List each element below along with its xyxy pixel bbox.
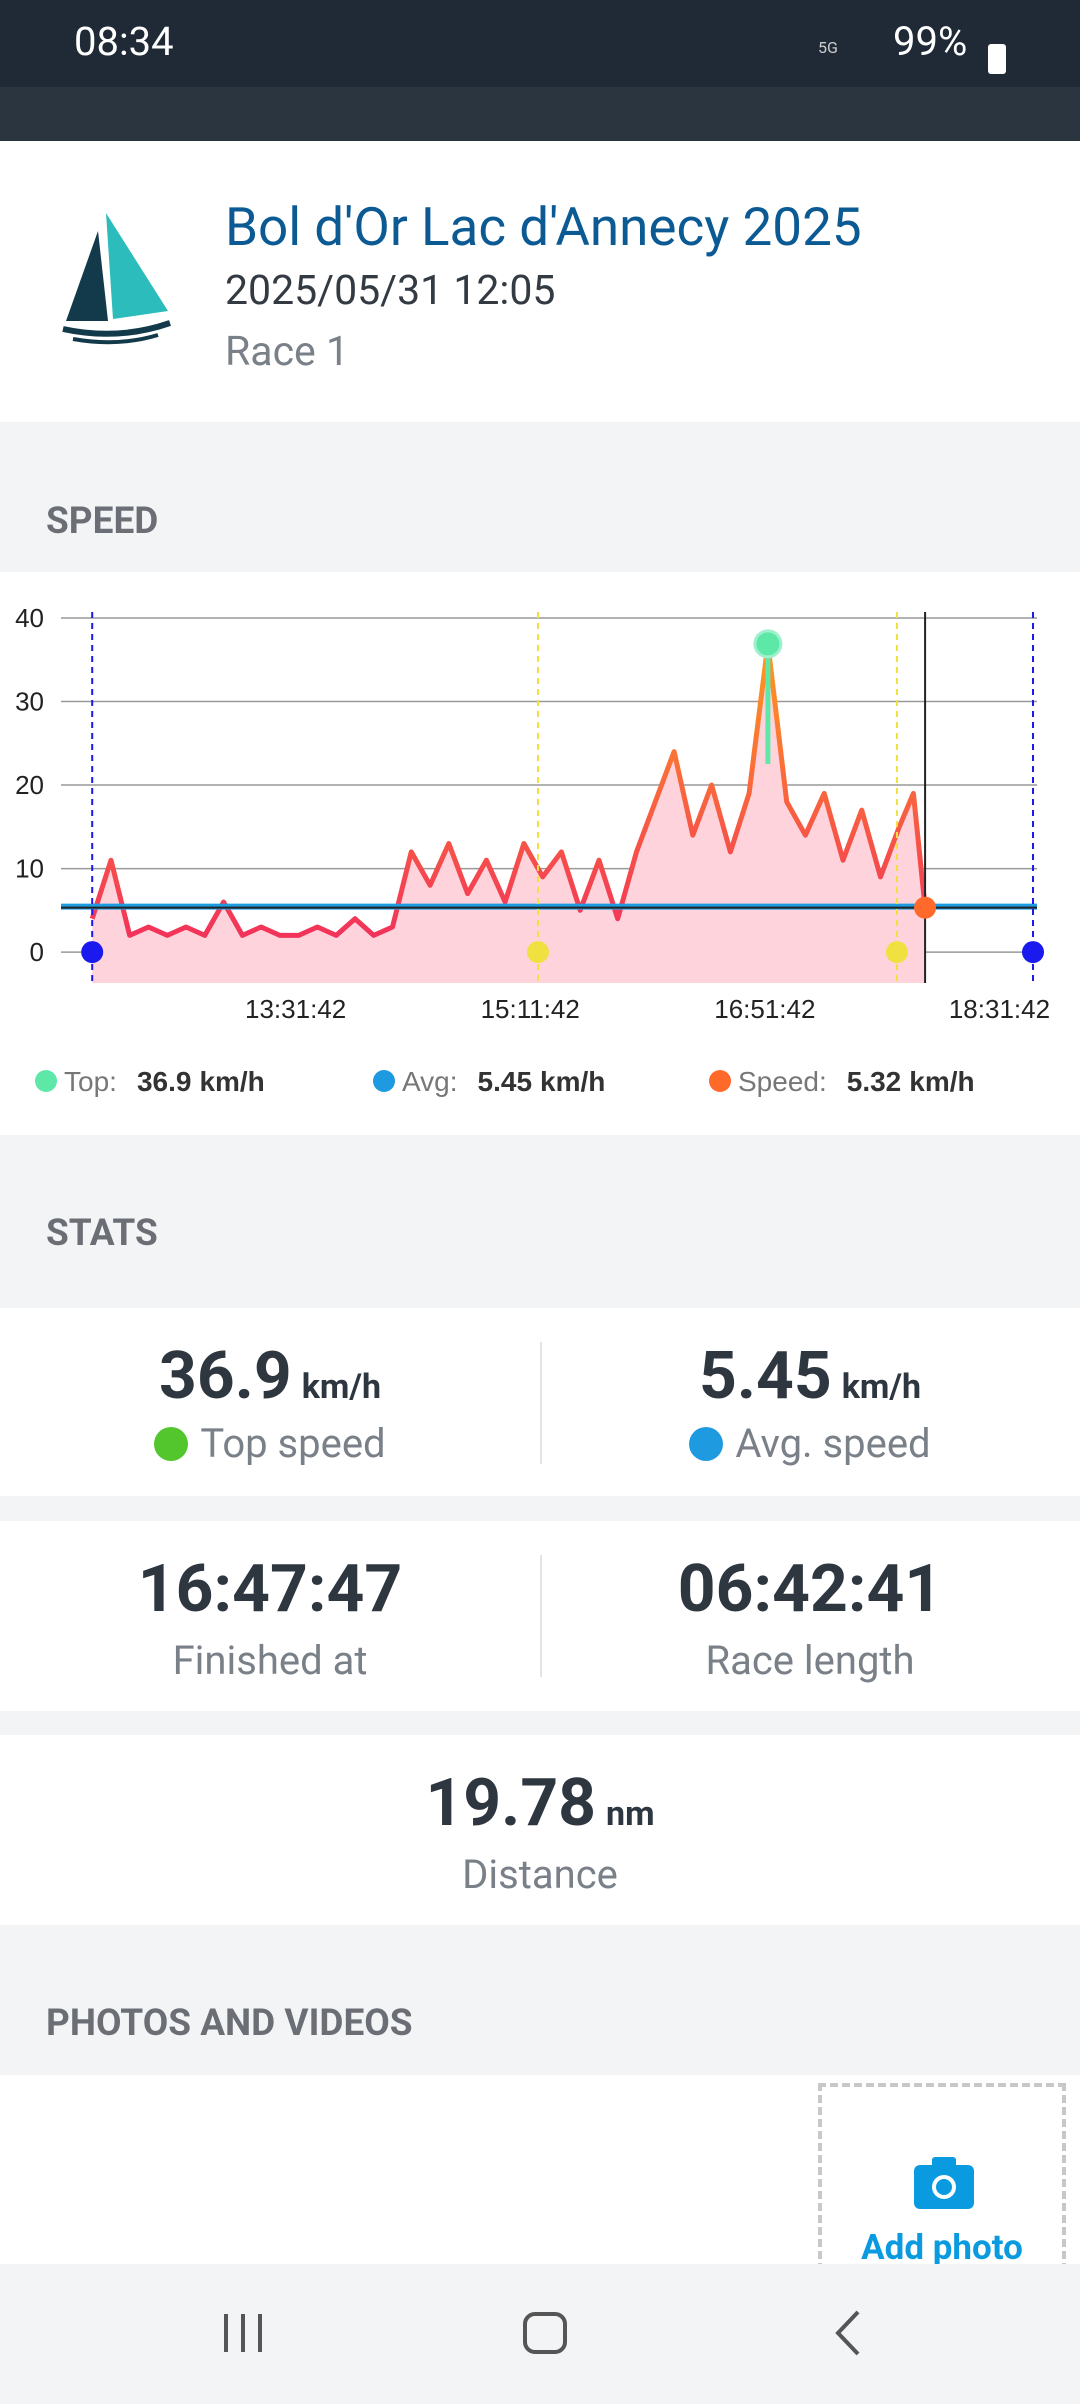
- top-marker: [753, 629, 783, 659]
- section-title: PHOTOS AND VIDEOS: [46, 2002, 413, 2045]
- y-tick-label: 20: [15, 770, 44, 800]
- legend-unit: km/h: [199, 1066, 264, 1097]
- nav-icons: [224, 2310, 860, 2356]
- legend-unit: km/h: [540, 1066, 605, 1097]
- length-value: 06:42:41: [677, 1551, 943, 1628]
- app-bar: [0, 87, 1080, 141]
- add-photo-label: Add photo: [861, 2227, 1023, 2268]
- finished-value: 16:47:47: [137, 1551, 403, 1628]
- legend-label: Avg:: [402, 1066, 458, 1097]
- legend-entry: Top: 36.9 km/h: [64, 1066, 265, 1097]
- legend-value: 36.9: [137, 1066, 192, 1097]
- marker-dot: [526, 941, 549, 964]
- add-photo-button[interactable]: Add photo: [818, 2083, 1066, 2283]
- stat-label: Top speed: [200, 1420, 386, 1467]
- stats-card: 16:47:47 Finished at 06:42:41 Race lengt…: [0, 1521, 1080, 1711]
- y-tick-label: 40: [15, 603, 44, 633]
- race-name: Race 1: [225, 328, 349, 376]
- logo: [62, 213, 171, 345]
- clock: 08:34: [74, 18, 174, 65]
- legend-entry: Speed: 5.32 km/h: [738, 1066, 975, 1097]
- legend-entry: Avg: 5.45 km/h: [402, 1066, 605, 1097]
- stats-card: 36.9 km/h Top speed 5.45 km/h Avg. speed: [0, 1308, 1080, 1496]
- speed-chart: 0 10 20 30 40 13:31:42 15:11:42 16:51:42 18:31:4…: [0, 572, 1080, 1135]
- y-tick-label: 0: [30, 937, 44, 967]
- race-header: Bol d'Or Lac d'Annecy 2025 2025/05/31 12…: [0, 141, 1080, 422]
- x-tick-label: 18:31:42: [949, 994, 1050, 1024]
- legend-swatch: [709, 1070, 731, 1092]
- speed-area: [92, 643, 926, 983]
- unit: km/h: [301, 1367, 382, 1407]
- battery: 99%: [893, 18, 968, 65]
- camera-icon: [914, 2157, 974, 2209]
- legend-value: 5.32: [847, 1066, 902, 1097]
- y-tick-label: 10: [15, 854, 44, 884]
- status-bar: 08:34 5G 99%: [0, 0, 1080, 87]
- photos-area: Add photo: [0, 2075, 1080, 2283]
- stat-label: Race length: [705, 1637, 915, 1684]
- x-tick-label: 16:51:42: [714, 994, 815, 1024]
- race-title: Bol d'Or Lac d'Annecy 2025: [225, 196, 862, 258]
- unit: km/h: [841, 1367, 922, 1407]
- legend-swatch: [35, 1070, 57, 1092]
- legend-label: Speed:: [738, 1066, 827, 1097]
- race-date: 2025/05/31 12:05: [225, 267, 556, 315]
- y-tick-label: 30: [15, 687, 44, 717]
- legend-swatch: [373, 1070, 395, 1092]
- x-tick-label: 15:11:42: [481, 994, 580, 1024]
- marker-dot: [81, 941, 104, 964]
- stat-label: Finished at: [172, 1637, 368, 1684]
- network: 5G: [818, 38, 838, 57]
- stats-card: 19.78 nm Distance: [0, 1735, 1080, 1925]
- legend-unit: km/h: [909, 1066, 974, 1097]
- stat-label: Avg. speed: [735, 1420, 931, 1467]
- nav-bar: [0, 2264, 1080, 2400]
- section-title: STATS: [46, 1212, 158, 1255]
- speed-line: [89, 641, 928, 938]
- legend-label: Top:: [64, 1066, 117, 1097]
- top-speed-value: 36.9: [158, 1338, 292, 1415]
- speed-marker: [914, 896, 937, 919]
- x-tick-label: 13:31:42: [245, 994, 346, 1024]
- avg-speed-value: 5.45: [698, 1338, 832, 1415]
- marker-dot: [1022, 941, 1045, 964]
- unit: nm: [606, 1794, 655, 1834]
- marker-dot: [885, 941, 908, 964]
- legend-value: 5.45: [478, 1066, 533, 1097]
- stat-label: Distance: [462, 1851, 618, 1898]
- battery-icon: [988, 44, 1006, 74]
- section-title: SPEED: [46, 500, 159, 543]
- distance-value: 19.78: [425, 1765, 597, 1842]
